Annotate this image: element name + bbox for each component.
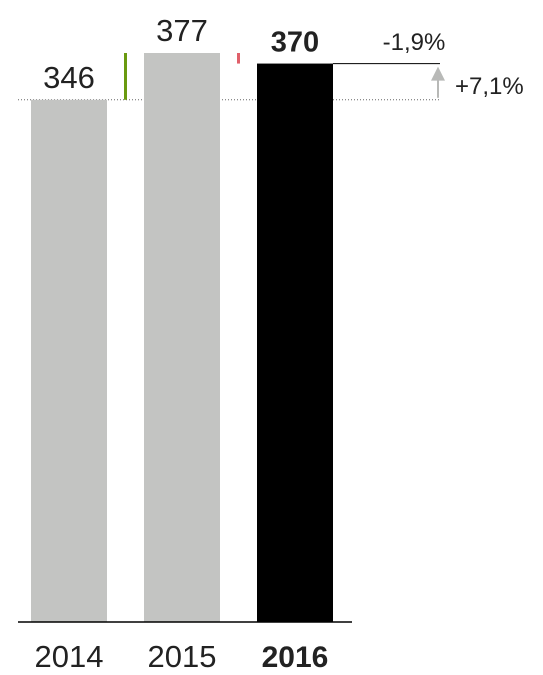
annotation-growth-2014-2016: +7,1% <box>455 73 524 100</box>
category-label-2016: 2016 <box>262 641 329 670</box>
category-label-2015: 2015 <box>148 639 217 670</box>
value-label-2016: 370 <box>271 27 319 59</box>
growth-arrow-head-icon <box>431 66 445 81</box>
value-label-2015: 377 <box>156 13 208 48</box>
annotation-delta-2015-2016: -1,9% <box>383 29 446 56</box>
category-label-2014: 2014 <box>35 639 104 670</box>
value-label-2014: 346 <box>43 60 95 95</box>
delta-bar-2015-2016 <box>237 53 240 64</box>
bar-2016 <box>257 63 333 622</box>
delta-bar-2014-2015 <box>124 53 127 100</box>
bar-2015 <box>144 53 220 622</box>
bar-2014 <box>31 99 107 623</box>
